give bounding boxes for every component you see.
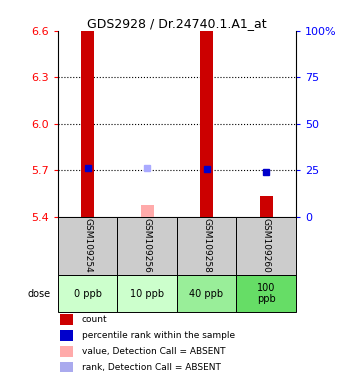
Text: GSM109260: GSM109260 [261, 218, 271, 273]
Text: GSM109254: GSM109254 [83, 218, 92, 273]
Bar [58, 275, 117, 313]
Bar [200, 23, 213, 217]
Text: count: count [82, 315, 107, 324]
Bar [177, 217, 236, 275]
Text: 40 ppb: 40 ppb [189, 288, 224, 298]
Bar [117, 217, 177, 275]
Title: GDS2928 / Dr.24740.1.A1_at: GDS2928 / Dr.24740.1.A1_at [87, 17, 267, 30]
Text: value, Detection Call = ABSENT: value, Detection Call = ABSENT [82, 347, 225, 356]
Text: percentile rank within the sample: percentile rank within the sample [82, 331, 235, 340]
Text: GSM109256: GSM109256 [142, 218, 152, 273]
Bar [81, 23, 94, 217]
Bar [60, 346, 73, 356]
Bar [259, 196, 273, 217]
Bar [117, 275, 177, 313]
Bar [60, 330, 73, 341]
Text: 0 ppb: 0 ppb [73, 288, 102, 298]
Bar [58, 217, 117, 275]
Text: GSM109258: GSM109258 [202, 218, 211, 273]
Text: 100
ppb: 100 ppb [257, 283, 275, 305]
Text: dose: dose [28, 288, 51, 298]
Text: rank, Detection Call = ABSENT: rank, Detection Call = ABSENT [82, 363, 220, 372]
Bar [177, 275, 236, 313]
Bar [60, 362, 73, 372]
Bar [60, 314, 73, 324]
Text: 10 ppb: 10 ppb [130, 288, 164, 298]
Bar [236, 275, 296, 313]
Bar [140, 205, 154, 217]
Bar [236, 217, 296, 275]
